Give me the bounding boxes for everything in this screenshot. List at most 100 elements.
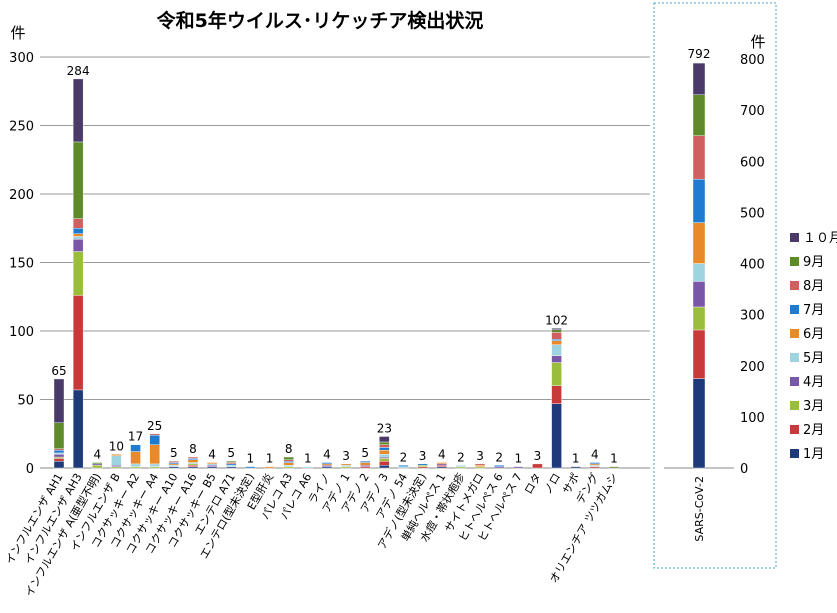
bar-segment [321, 465, 333, 467]
covid-bars: 792 SARS-CoV-2 [688, 47, 711, 541]
bar-total-label: 2 [400, 450, 408, 464]
bar-segment [455, 465, 467, 467]
covid-y-tick-label: 600 [740, 155, 765, 170]
covid-y-tick-label: 800 [740, 53, 765, 68]
bar-segment [187, 463, 199, 466]
bar-total-label: 3 [534, 449, 542, 463]
bar-segment [187, 458, 199, 460]
covid-bar-segment [692, 94, 706, 136]
covid-total-label: 792 [688, 47, 711, 61]
bar-segment [474, 465, 486, 467]
bar-segment [589, 465, 601, 467]
bar-segment [379, 447, 390, 451]
legend-swatch [790, 401, 799, 410]
bar-segment [398, 465, 409, 467]
bar-segment [168, 465, 180, 467]
legend-swatch [790, 257, 799, 266]
bar-total-label: 2 [457, 450, 465, 464]
bar-segment [551, 340, 562, 345]
bar-segment [72, 233, 84, 237]
bar-segment [149, 466, 160, 469]
legend-label: 4月 [803, 375, 824, 390]
bar-segment [226, 465, 237, 467]
bar-segment [321, 463, 333, 466]
bar-segment [187, 459, 199, 463]
bar-segment [53, 454, 65, 458]
bar-segment [417, 466, 428, 469]
bar-segment [283, 462, 294, 466]
bar-segment [206, 463, 218, 466]
y-tick-label: 150 [9, 257, 34, 272]
bar-segment [379, 441, 390, 445]
bar-total-label: 2 [495, 450, 503, 464]
bar-total-label: 17 [128, 430, 143, 444]
bar-segment [187, 465, 199, 467]
y-axis-label: 件 [10, 24, 25, 42]
covid-bar-segment [692, 329, 706, 379]
bar-segment [532, 463, 543, 469]
bar-total-label: 1 [572, 452, 580, 466]
y-tick-label: 250 [9, 120, 34, 135]
bar-segment [474, 466, 486, 469]
bar-segment [321, 462, 333, 465]
bar-total-label: 1 [610, 452, 618, 466]
bar-segment [379, 454, 390, 458]
bar-total-label: 10 [109, 439, 124, 453]
bar-total-label: 8 [189, 442, 197, 456]
bar-segment [398, 466, 409, 469]
bar-total-label: 4 [591, 448, 599, 462]
bar-segment [283, 459, 294, 462]
legend-label: 2月 [803, 423, 824, 438]
covid-y-tick-label: 0 [740, 462, 748, 477]
legend-label: 6月 [803, 327, 824, 342]
bar-segment [379, 458, 390, 462]
bar-total-label: 23 [377, 421, 392, 435]
bar-segment [187, 466, 199, 469]
bar-segment [168, 466, 180, 469]
covid-y-axis: 0 100 200 300 400 500 600 700 800 件 [664, 33, 766, 477]
bar-segment [53, 378, 65, 423]
bar-segment [111, 466, 122, 469]
bar-total-label: 5 [227, 446, 235, 460]
bar-segment [111, 455, 122, 466]
bar-segment [551, 329, 562, 333]
bar-segment [379, 444, 390, 448]
bar-total-label: 1 [266, 452, 274, 466]
bar-segment [283, 460, 294, 463]
bar-segment [551, 403, 562, 469]
bar-segment [417, 465, 428, 467]
bar-segment [206, 465, 218, 467]
legend-label: 5月 [803, 351, 824, 366]
bar-segment [226, 463, 237, 466]
bar-segment [53, 449, 65, 454]
legend-swatch [790, 281, 799, 290]
legend-swatch [790, 425, 799, 434]
chart-title: 令和5年ウイルス･リケッチア検出状況 [156, 10, 484, 32]
bar-total-label: 102 [545, 313, 568, 327]
bar-total-label: 4 [208, 448, 216, 462]
bar-segment [53, 460, 65, 469]
y-tick-label: 200 [9, 188, 34, 203]
bar-segment [379, 465, 390, 469]
bar-segment [264, 466, 275, 469]
bar-segment [436, 466, 447, 469]
bar-total-label: 284 [67, 64, 90, 78]
bar-segment [53, 458, 65, 462]
bar-total-label: 4 [93, 448, 101, 462]
legend-swatch [790, 305, 799, 314]
bar-segment [283, 456, 294, 460]
bar-segment [360, 465, 371, 467]
bar-segment [417, 463, 428, 466]
bar-segment [513, 466, 524, 469]
bar-total-label: 65 [51, 364, 66, 378]
bar-segment [608, 466, 620, 469]
legend-label: 1月 [803, 447, 824, 462]
bar-segment [493, 465, 505, 467]
bar-segment [379, 456, 390, 459]
bar-segment [245, 466, 256, 469]
bar-total-label: 3 [476, 449, 484, 463]
bar-segment [360, 460, 371, 463]
covid-bar-segment [692, 222, 706, 264]
bar-segment [379, 436, 390, 443]
